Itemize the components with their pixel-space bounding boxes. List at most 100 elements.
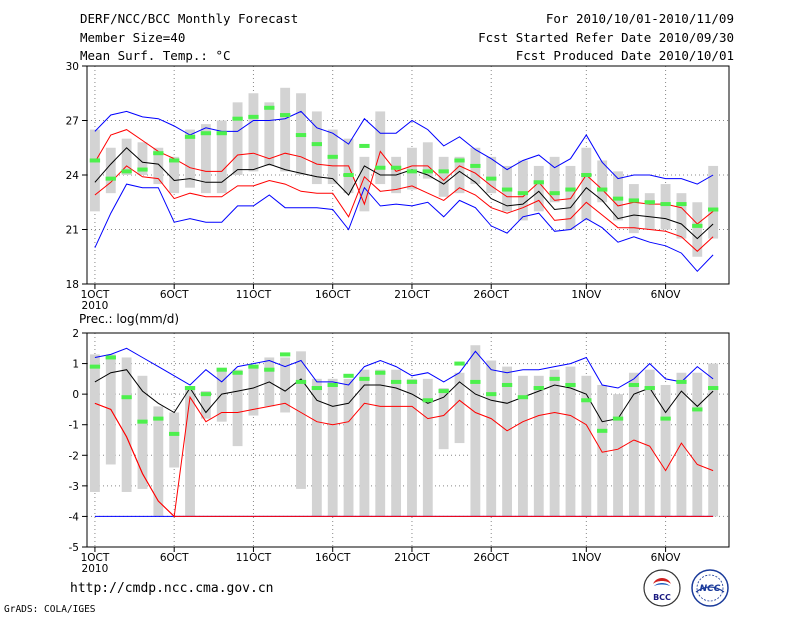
- prec-green-bar: [707, 386, 719, 391]
- prec-ensemble-box: [565, 366, 576, 517]
- prec-xtick-label: 16OCT: [315, 552, 351, 564]
- prec-ensemble-box: [185, 388, 195, 517]
- prec-ensemble-box: [407, 378, 417, 517]
- prec-green-bar: [501, 382, 513, 387]
- prec-xtick-label: 11OCT: [236, 552, 272, 564]
- temp-ensemble-box: [644, 193, 655, 230]
- prec-ensemble-box: [153, 406, 164, 517]
- temp-ensemble-box: [422, 142, 433, 179]
- temp-ensemble-box: [232, 102, 243, 175]
- temp-green-bar: [375, 165, 386, 170]
- prec-green-bar: [438, 389, 449, 394]
- prec-green-bar: [311, 386, 323, 391]
- source-url[interactable]: http://cmdp.ncc.cma.gov.cn: [70, 581, 274, 596]
- prec-green-bar: [533, 386, 544, 391]
- prec-ensemble-box: [692, 372, 703, 517]
- prec-ensemble-box: [660, 384, 671, 517]
- temp-line-q_high: [94, 129, 714, 225]
- temp-green-bar: [359, 143, 370, 148]
- prec-green-bar: [169, 431, 180, 436]
- prec-ytick-label: -5: [69, 542, 79, 554]
- temp-green-bar: [232, 116, 243, 121]
- prec-ensemble-box: [280, 357, 291, 413]
- temp-green-bar: [707, 207, 719, 212]
- temp-green-bar: [454, 158, 465, 163]
- temp-green-bar: [644, 200, 655, 205]
- temp-ensemble-box: [708, 165, 719, 239]
- prec-xtick-label: 21OCT: [394, 552, 430, 564]
- prec-ensemble-box: [549, 369, 560, 517]
- temp-ensemble-box: [280, 87, 291, 172]
- prec-green-bar: [628, 382, 640, 387]
- prec-green-bar: [660, 416, 671, 421]
- prec-ensemble-box: [676, 372, 687, 517]
- prec-green-bar: [232, 370, 243, 375]
- temp-xtick-label: 6OCT: [160, 289, 189, 301]
- prec-green-bar: [517, 395, 529, 400]
- prec-green-bar: [105, 355, 116, 360]
- temp-green-bar: [486, 176, 497, 181]
- temp-ensemble-box: [486, 156, 497, 194]
- prec-plot-frame: [86, 332, 730, 548]
- temp-ensemble-box: [454, 156, 465, 194]
- temp-ensemble-box: [581, 147, 592, 221]
- prec-ensemble-box: [248, 366, 259, 416]
- prec-line-q_low: [94, 395, 714, 518]
- forecast-period: For 2010/10/01-2010/11/09: [545, 11, 734, 26]
- temp-green-bar: [264, 105, 275, 110]
- temp-green-bar: [470, 163, 481, 168]
- temp-green-bar: [565, 187, 576, 192]
- prec-ensemble-box: [121, 357, 132, 492]
- prec-green-bar: [279, 352, 291, 357]
- temp-green-bar: [105, 176, 116, 181]
- prec-ensemble-box: [597, 384, 608, 517]
- prec-ensemble-box: [613, 394, 623, 517]
- temp-green-bar: [327, 154, 338, 159]
- prec-green-bar: [264, 367, 275, 372]
- prec-ensemble-box: [391, 369, 402, 517]
- prec-green-bar: [343, 373, 354, 378]
- prec-green-bar: [486, 392, 497, 397]
- temp-green-bar: [597, 187, 608, 192]
- temp-green-bar: [660, 202, 671, 207]
- temp-ensemble-box: [153, 147, 164, 185]
- temp-ensemble-box: [613, 171, 623, 221]
- prec-green-bar: [216, 367, 227, 372]
- bcc-logo: BCC: [643, 569, 681, 607]
- temp-green-bar: [406, 169, 418, 174]
- temp-green-bar: [169, 158, 180, 163]
- temp-green-bar: [200, 131, 212, 136]
- prec-line-ensemble_mean: [94, 369, 714, 423]
- temp-green-bar: [422, 169, 433, 174]
- top-variable-label: Mean Surf. Temp.: °C: [80, 48, 231, 63]
- prec-line-q_high: [94, 402, 714, 517]
- temp-green-bar: [184, 134, 196, 139]
- prec-ensemble-box: [375, 369, 386, 517]
- prec-green-bar: [295, 379, 307, 384]
- prec-green-bar: [153, 416, 164, 421]
- prec-ensemble-box: [200, 391, 211, 419]
- prec-xtick-label: 1NOV: [571, 552, 602, 564]
- prec-ensemble-box: [470, 345, 481, 517]
- temp-ensemble-box: [311, 111, 322, 185]
- prec-ensemble-box: [327, 378, 338, 517]
- prec-green-bar: [359, 376, 370, 381]
- prec-ensemble-box: [422, 378, 433, 517]
- temp-xtick-label: 21OCT: [394, 289, 430, 301]
- prec-ytick-label: -1: [69, 420, 79, 432]
- prec-xtick-label: 26OCT: [474, 552, 510, 564]
- prec-ensemble-box: [708, 363, 719, 517]
- temp-green-bar: [533, 180, 544, 185]
- prec-ensemble-box: [581, 375, 592, 517]
- member-size-label: Member Size=40: [80, 30, 186, 45]
- prec-ensemble-box: [137, 375, 148, 489]
- prec-ensemble-box: [502, 366, 512, 517]
- prec-line-min: [94, 347, 714, 389]
- temp-ensemble-box: [518, 160, 528, 221]
- temp-green-bar: [692, 223, 703, 228]
- fcst-produced-date: Fcst Produced Date 2010/10/01: [515, 48, 734, 63]
- temp-ensemble-box: [407, 147, 417, 190]
- temp-ensemble-box: [692, 202, 703, 257]
